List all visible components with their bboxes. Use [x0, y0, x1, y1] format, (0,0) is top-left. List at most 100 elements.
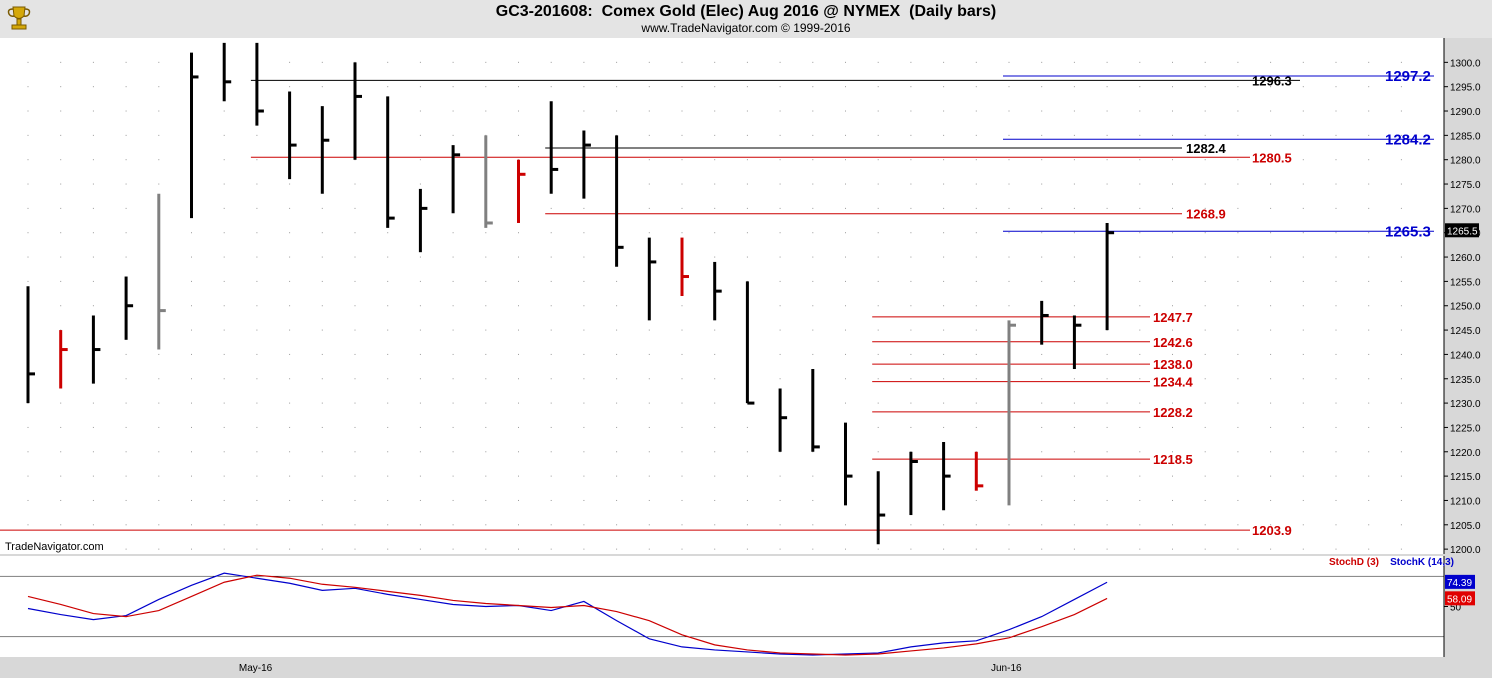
grid-dot [943, 110, 945, 112]
grid-dot [419, 280, 421, 282]
grid-dot [1172, 134, 1173, 136]
grid-dot [1139, 402, 1141, 404]
grid-dot [746, 548, 748, 550]
grid-dot [943, 426, 945, 428]
grid-dot [1302, 329, 1304, 331]
grid-dot [1270, 451, 1272, 453]
grid-dot [746, 183, 748, 185]
grid-dot [27, 548, 29, 550]
last-price-box [1445, 223, 1479, 238]
price-tick-label: 1205.0 [1450, 521, 1481, 532]
price-panel[interactable] [0, 38, 1444, 554]
grid-dot [452, 305, 454, 307]
grid-dot [1237, 499, 1239, 501]
grid-dot [1041, 256, 1043, 258]
grid-dot [943, 159, 945, 161]
grid-dot [648, 499, 650, 501]
grid-dot [289, 256, 291, 258]
grid-dot [1368, 499, 1370, 501]
grid-dot [289, 329, 291, 331]
grid-dot [583, 475, 585, 477]
grid-dot [1270, 183, 1272, 185]
grid-dot [1139, 329, 1141, 331]
grid-dot [812, 232, 814, 234]
grid-dot [616, 280, 618, 282]
grid-dot [321, 499, 323, 501]
grid-dot [681, 183, 683, 185]
price-tick-label: 1215.0 [1450, 472, 1481, 483]
grid-dot [191, 402, 192, 404]
grid-dot [1302, 353, 1304, 355]
grid-dot [550, 475, 552, 477]
grid-dot [27, 110, 29, 112]
grid-dot [1270, 280, 1272, 282]
grid-dot [779, 159, 781, 161]
grid-dot [452, 353, 454, 355]
grid-dot [877, 329, 879, 331]
chart-subtitle: www.TradeNavigator.com © 1999-2016 [641, 21, 851, 35]
grid-dot [1237, 256, 1239, 258]
grid-dot [256, 378, 258, 380]
grid-dot [779, 524, 781, 526]
grid-dot [1172, 378, 1173, 380]
grid-dot [1302, 280, 1304, 282]
grid-dot [92, 524, 94, 526]
grid-dot [60, 402, 62, 404]
grid-dot [1008, 256, 1010, 258]
date-label: Jun-16 [991, 663, 1022, 674]
grid-dot [256, 353, 258, 355]
grid-dot [877, 207, 879, 209]
grid-dot [975, 232, 977, 234]
grid-dot [1335, 134, 1337, 136]
grid-dot [1335, 280, 1337, 282]
grid-dot [1139, 475, 1141, 477]
grid-dot [1204, 402, 1206, 404]
grid-dot [550, 232, 552, 234]
grid-dot [256, 134, 258, 136]
grid-dot [1302, 548, 1304, 550]
grid-dot [60, 305, 62, 307]
grid-dot [1106, 475, 1108, 477]
grid-dot [485, 329, 487, 331]
grid-dot [191, 451, 192, 453]
grid-dot [648, 353, 650, 355]
grid-dot [1106, 134, 1108, 136]
grid-dot [1172, 451, 1173, 453]
grid-dot [1368, 232, 1370, 234]
grid-dot [1041, 280, 1043, 282]
grid-dot [158, 402, 160, 404]
price-tick-label: 1285.0 [1450, 131, 1481, 142]
grid-dot [845, 61, 846, 63]
grid-dot [648, 548, 650, 550]
grid-dot [256, 305, 258, 307]
grid-dot [125, 426, 127, 428]
grid-dot [27, 61, 29, 63]
grid-dot [1270, 232, 1272, 234]
stochastic-panel[interactable] [0, 556, 1444, 657]
grid-dot [845, 232, 846, 234]
stochk-line [27, 572, 1108, 656]
grid-dot [714, 159, 716, 161]
grid-dot [812, 110, 814, 112]
grid-dot [387, 256, 389, 258]
price-tick-label: 1290.0 [1450, 107, 1481, 118]
grid-dot [452, 256, 454, 258]
grid-dot [1008, 280, 1010, 282]
grid-dot [1008, 134, 1010, 136]
grid-dot [681, 159, 683, 161]
grid-dot [583, 353, 585, 355]
grid-dot [158, 548, 160, 550]
grid-dot [223, 110, 225, 112]
level-label: 1247.7 [1153, 310, 1193, 325]
level-label: 1282.4 [1186, 141, 1227, 156]
grid-dot [1106, 61, 1108, 63]
trophy-logo-icon [7, 6, 31, 30]
price-tick-label: 1260.0 [1450, 253, 1481, 264]
grid-dot [714, 524, 716, 526]
grid-dot [1335, 256, 1337, 258]
grid-dot [1139, 451, 1141, 453]
grid-dot [419, 451, 421, 453]
grid-dot [289, 402, 291, 404]
grid-dot [321, 353, 323, 355]
grid-dot [518, 329, 519, 331]
